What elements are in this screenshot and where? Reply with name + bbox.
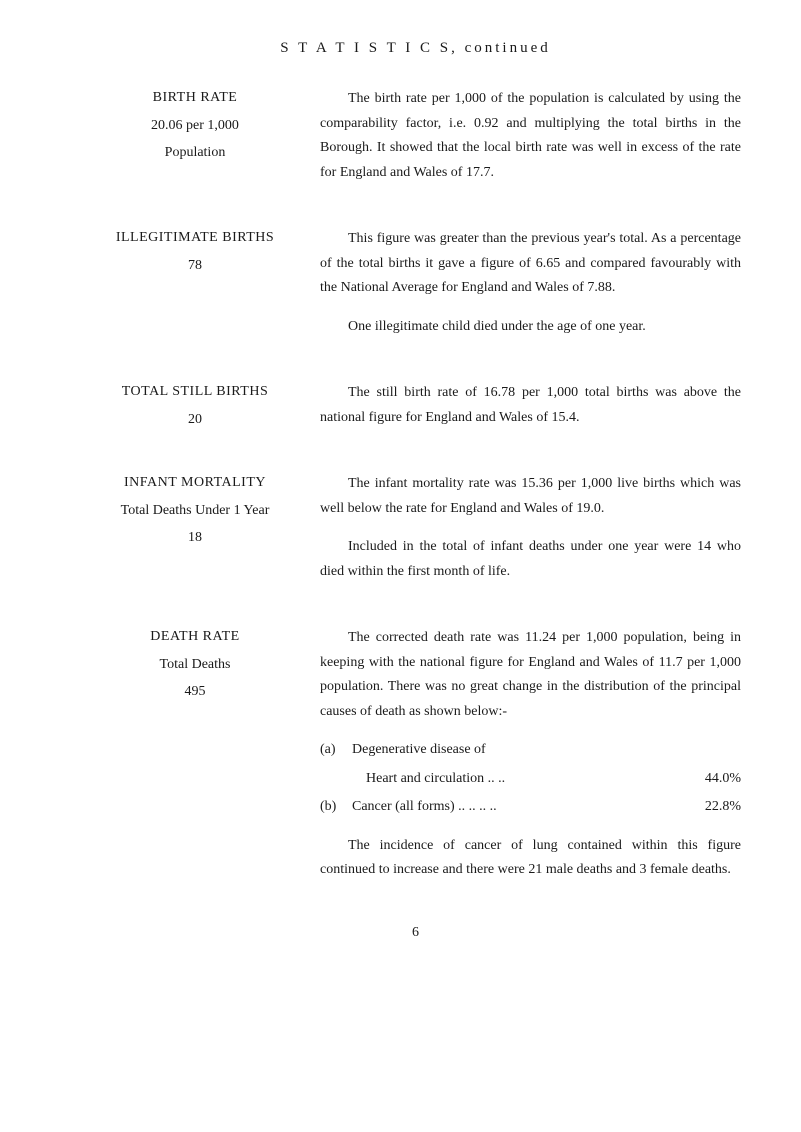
infant-heading: INFANT MORTALITY (90, 472, 300, 494)
cause-a-label: (a) (320, 738, 346, 763)
still-value: 20 (90, 409, 300, 431)
cause-item-b: (b) Cancer (all forms) .. .. .. .. 22.8% (320, 795, 741, 820)
section-illegitimate: ILLEGITIMATE BIRTHS 78 This figure was g… (90, 227, 741, 353)
cause-a-pct: 44.0% (681, 767, 741, 792)
still-para: The still birth rate of 16.78 per 1,000 … (320, 381, 741, 430)
illegit-para-1: This figure was greater than the previou… (320, 227, 741, 301)
section-infant-mortality: INFANT MORTALITY Total Deaths Under 1 Ye… (90, 472, 741, 598)
birth-rate-population: Population (90, 142, 300, 164)
birth-rate-para: The birth rate per 1,000 of the populati… (320, 87, 741, 185)
birth-rate-heading: BIRTH RATE (90, 87, 300, 109)
illegit-para-2: One illegitimate child died under the ag… (320, 315, 741, 340)
cause-b-label: (b) (320, 795, 346, 820)
infant-sub: Total Deaths Under 1 Year (90, 500, 300, 522)
still-heading: TOTAL STILL BIRTHS (90, 381, 300, 403)
cause-a-text2: Heart and circulation .. .. (346, 767, 681, 792)
death-para-1: The corrected death rate was 11.24 per 1… (320, 626, 741, 724)
death-sub: Total Deaths (90, 654, 300, 676)
page-number: 6 (90, 925, 741, 941)
cause-a-text: Degenerative disease of (346, 738, 741, 763)
cause-item-a: (a) Degenerative disease of (320, 738, 741, 763)
infant-para-1: The infant mortality rate was 15.36 per … (320, 472, 741, 521)
cause-b-pct: 22.8% (681, 795, 741, 820)
death-heading: DEATH RATE (90, 626, 300, 648)
illegit-heading: ILLEGITIMATE BIRTHS (90, 227, 300, 249)
infant-value: 18 (90, 527, 300, 549)
illegit-value: 78 (90, 255, 300, 277)
cause-a2-spacer (320, 767, 346, 792)
infant-para-2: Included in the total of infant deaths u… (320, 535, 741, 584)
cause-b-text: Cancer (all forms) .. .. .. .. (346, 795, 681, 820)
section-still-births: TOTAL STILL BIRTHS 20 The still birth ra… (90, 381, 741, 444)
page-title: S T A T I S T I C S, continued (90, 40, 741, 57)
cause-list: (a) Degenerative disease of Heart and ci… (320, 738, 741, 820)
death-para-2: The incidence of cancer of lung containe… (320, 834, 741, 883)
birth-rate-value: 20.06 per 1,000 (90, 115, 300, 137)
section-death-rate: DEATH RATE Total Deaths 495 The correcte… (90, 626, 741, 897)
section-birth-rate: BIRTH RATE 20.06 per 1,000 Population Th… (90, 87, 741, 199)
cause-item-a2: Heart and circulation .. .. 44.0% (320, 767, 741, 792)
death-value: 495 (90, 681, 300, 703)
